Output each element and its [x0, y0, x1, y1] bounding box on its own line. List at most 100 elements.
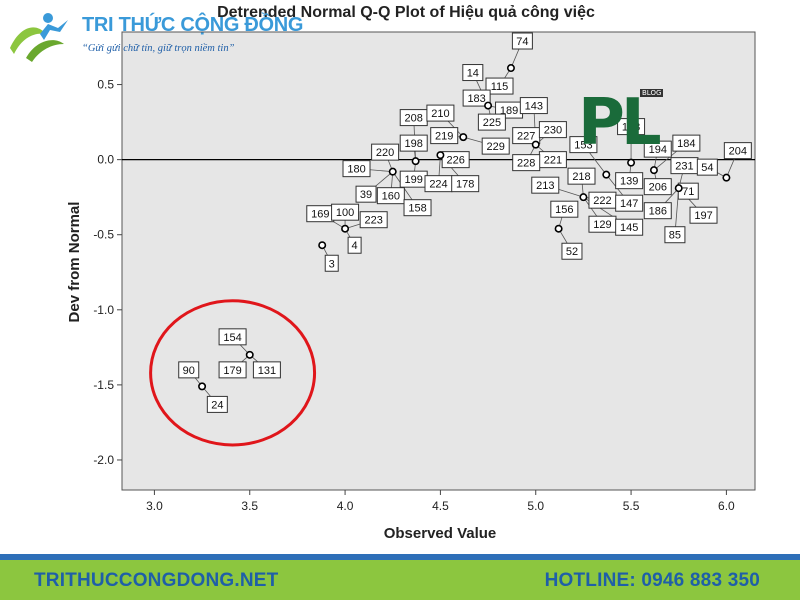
case-label: 186 [649, 206, 667, 218]
case-label-box [511, 32, 533, 50]
case-label: 147 [620, 198, 638, 210]
data-point [579, 193, 588, 202]
case-label-box [355, 185, 377, 203]
case-label-box [696, 158, 718, 176]
x-tick-label: 5.0 [527, 499, 544, 513]
chart-title: Detrended Normal Q-Q Plot of Hiệu quả cô… [217, 4, 595, 21]
footer-hotline: HOTLINE: 0946 883 350 [544, 570, 760, 591]
qq-chart: Detrended Normal Q-Q Plot of Hiệu quả cô… [66, 4, 756, 542]
case-label-box [324, 254, 339, 272]
case-label-box [218, 328, 247, 346]
case-label-box [561, 242, 583, 260]
case-label: 154 [223, 332, 241, 344]
case-label-box [689, 206, 718, 224]
case-label-box [477, 113, 506, 131]
case-label: 197 [694, 210, 712, 222]
data-point [484, 101, 493, 110]
case-label: 231 [675, 161, 693, 173]
case-label: 210 [431, 108, 449, 120]
case-label-box [615, 218, 644, 236]
case-label: 224 [429, 179, 447, 191]
case-label: 163 [622, 122, 640, 134]
case-label-box [218, 361, 247, 379]
data-points [198, 64, 731, 391]
case-label-box [538, 121, 567, 139]
footer-website-link[interactable]: TRITHUCCONGDONG.NET [34, 570, 279, 591]
case-label: 206 [649, 182, 667, 194]
case-label-box [462, 89, 491, 107]
pl-watermark: PL [578, 86, 662, 160]
case-label-box [519, 97, 548, 115]
plot-area [121, 31, 756, 491]
case-label: 228 [517, 158, 535, 170]
data-point [198, 382, 207, 391]
case-label-box [403, 199, 432, 217]
x-tick-label: 3.0 [146, 499, 163, 513]
data-point [318, 241, 327, 250]
case-label-box [331, 203, 360, 221]
footer-stripe [0, 554, 800, 560]
case-label: 143 [525, 101, 543, 113]
case-label-box [347, 236, 362, 254]
x-tick-label: 4.0 [337, 499, 354, 513]
x-tick-label: 4.5 [432, 499, 449, 513]
case-label: 39 [360, 189, 372, 201]
case-label-box [426, 104, 455, 122]
x-axis-label: Observed Value [384, 525, 497, 542]
case-label-box [567, 167, 596, 185]
case-label: 213 [536, 180, 554, 192]
case-label: 115 [491, 81, 509, 93]
footer-bar: TRITHUCCONGDONG.NET HOTLINE: 0946 883 35… [0, 554, 800, 600]
case-label: 219 [435, 131, 453, 143]
case-label-box [672, 134, 701, 152]
case-label-box [643, 178, 672, 196]
case-label: 183 [467, 93, 485, 105]
y-axis-label: Dev from Normal [66, 202, 83, 323]
case-label-box [252, 361, 281, 379]
case-label-box [342, 160, 371, 178]
case-label: 180 [347, 164, 365, 176]
case-label: 153 [574, 140, 592, 152]
case-label-box [615, 194, 644, 212]
case-label: 160 [382, 191, 400, 203]
case-label-box [569, 136, 598, 154]
case-label: 52 [566, 246, 578, 258]
case-label: 226 [446, 155, 464, 167]
case-label: 229 [487, 141, 505, 153]
case-label-box [206, 395, 228, 413]
case-label-box [178, 361, 200, 379]
case-label: 184 [677, 138, 695, 150]
data-point [627, 158, 636, 167]
case-label: 74 [516, 36, 528, 48]
data-point [459, 133, 468, 142]
brand-header: TRI THỨC CỘNG ĐỒNG “Gửi gửi chữ tín, giữ… [0, 0, 303, 70]
case-label: 100 [336, 207, 354, 219]
data-point [341, 224, 350, 233]
brand-name: TRI THỨC CỘNG ĐỒNG [82, 14, 304, 36]
case-label: 194 [649, 144, 667, 156]
case-label: 71 [682, 186, 694, 198]
case-label: 158 [408, 203, 426, 215]
case-label: 129 [593, 219, 611, 231]
case-label: 198 [405, 138, 423, 150]
y-tick-label: 0.5 [97, 78, 114, 92]
case-label-box [359, 211, 388, 229]
case-label: 222 [593, 195, 611, 207]
brand-logo-icon [10, 13, 68, 62]
case-label-box [441, 151, 470, 169]
x-tick-label: 3.5 [241, 499, 258, 513]
data-point [388, 167, 397, 176]
data-point [554, 224, 563, 233]
case-label-box [481, 137, 510, 155]
case-label: 131 [258, 365, 276, 377]
case-label: 90 [183, 365, 195, 377]
case-label: 220 [376, 147, 394, 159]
case-label-box [643, 140, 672, 158]
case-label-box [664, 226, 686, 244]
x-tick-label: 6.0 [718, 499, 735, 513]
case-label-box [451, 175, 480, 193]
case-label: 24 [211, 399, 223, 411]
case-label-box [485, 77, 514, 95]
case-label-box [376, 187, 405, 205]
case-label: 14 [467, 68, 479, 80]
